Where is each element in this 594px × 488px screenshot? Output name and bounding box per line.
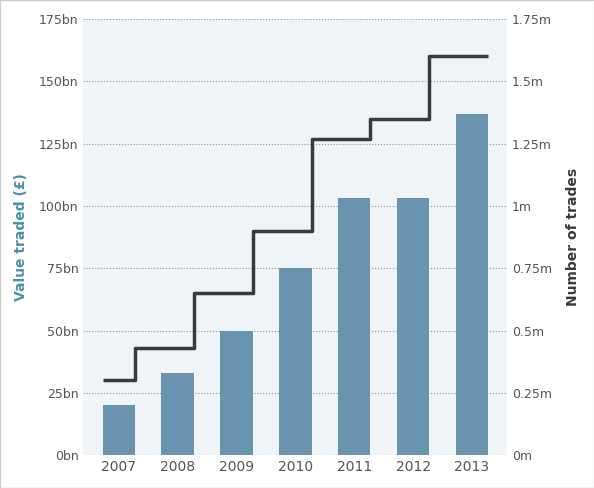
Bar <box>397 199 429 455</box>
Bar <box>456 114 488 455</box>
Bar <box>103 406 135 455</box>
Bar <box>162 373 194 455</box>
Bar <box>338 199 371 455</box>
Bar <box>220 330 252 455</box>
Y-axis label: Number of trades: Number of trades <box>566 168 580 306</box>
Bar <box>279 268 311 455</box>
Y-axis label: Value traded (£): Value traded (£) <box>14 173 28 301</box>
